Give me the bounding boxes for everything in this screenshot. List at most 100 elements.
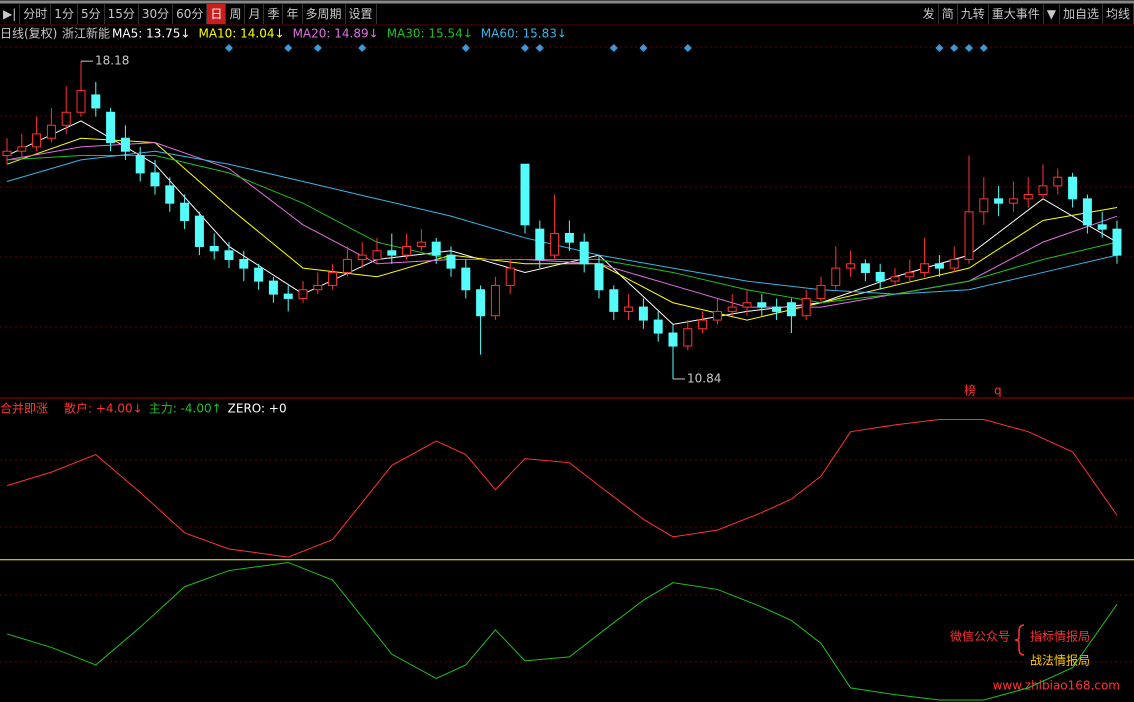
candle-body [1068,176,1078,200]
candle-body [934,263,944,269]
candle-body [106,111,116,144]
candle-body [165,185,175,204]
toolbar-button[interactable]: 分时 [20,4,52,24]
watermark: 战法情报局 [1030,653,1090,668]
ma-legend: MA5: 13.75↓ MA10: 14.04↓ MA20: 14.89↓ MA30:… [112,27,567,41]
candle-body [668,332,678,347]
toolbar-button[interactable]: 季 [264,4,284,24]
candle-body [91,94,101,109]
candle-body [61,111,71,126]
candle-body [535,228,545,260]
candle-body [180,202,190,221]
zero-legend: ZERO: +0 [228,402,287,416]
candle-body [135,155,145,174]
toolbar-button[interactable]: 简 [939,4,958,24]
signal-marker [225,44,233,52]
candle-body [431,241,441,256]
candle-body [32,133,42,148]
toolbar-button[interactable]: 发 [920,4,939,24]
candle-body [994,198,1004,204]
stock-name: 浙江新能 [62,26,110,41]
candle-body [490,284,500,317]
ma-legend-item: MA60: 15.83↓ [481,27,567,41]
grid [0,46,1134,663]
candle-body [712,310,722,321]
candle-body [446,254,456,269]
candle-body [609,289,619,312]
ma-line [6,142,1118,308]
toolbar-button[interactable]: 15分 [105,4,139,24]
ma-legend-item: MA5: 13.75↓ [112,27,190,41]
candle-body [283,293,293,299]
candle-body [150,172,160,187]
toolbar-button[interactable]: ▼ [1044,4,1060,24]
toolbar-button[interactable]: 5分 [78,4,105,24]
candle-body [905,271,915,278]
candle-body [653,319,663,334]
candle-body [342,258,352,273]
candle-body [372,250,382,260]
toolbar-button[interactable]: 月 [245,4,265,24]
candle-body [1053,176,1063,187]
toolbar-button[interactable]: 30分 [139,4,174,24]
watermark-url: www.zhibiao168.com [993,679,1120,693]
signal-marker [313,44,322,52]
candle-body [624,306,634,312]
indicator-legend: 散户: +4.00↓ 主力: -4.00↑ ZERO: +0 [64,401,287,416]
annotation: 18.18 [95,54,129,68]
candle-body [550,232,560,256]
toolbar-button[interactable]: 重大事件 [989,4,1044,24]
toolbar-button[interactable]: 周 [226,4,246,24]
candle-body [357,254,367,260]
candle-body [476,289,486,317]
indicator-legend-item: 主力: -4.00↑ [149,402,222,416]
candle-body [1038,185,1048,196]
candle-body [920,263,930,273]
candle-body [313,284,323,291]
toolbar-right: 发简九转 重大事件 ▼ 加自选 均线 [920,4,1134,24]
candle-body [46,124,56,139]
ma-line [6,150,1118,295]
toolbar-icon[interactable]: ▶| [0,4,21,24]
toolbar-button[interactable]: 九转 [958,4,989,24]
misc-label: 榜 [964,383,976,398]
toolbar-button[interactable]: 加自选 [1060,4,1103,24]
candle-body [964,211,974,260]
candle-body [402,245,412,256]
signal-marker [521,44,529,52]
candle-body [579,241,589,265]
signal-marker [284,44,293,52]
candle-body [831,267,841,286]
toolbar-button[interactable]: 均线 [1103,4,1134,24]
toolbar-button[interactable]: 日 [207,4,227,24]
indicator-line [6,419,1118,558]
candle-body [846,263,856,269]
candle-body [860,263,870,273]
candle-body [816,284,826,299]
candle-body [786,302,796,317]
candle-body [979,198,989,213]
signal-marker [683,44,692,52]
toolbar-button[interactable]: 60分 [173,4,208,24]
candle-body [520,163,530,226]
candle-body [239,258,249,269]
toolbar: ▶| 分时 1分 5分 15分 30分 60分日周月季年多周期 设置 发简九转 重大事件 ▼ 加自选… [0,4,1134,24]
toolbar-button[interactable]: 1分 [51,4,78,24]
toolbar-button[interactable]: 多周期 [303,4,346,24]
candle-body [209,245,219,252]
ma-line [6,155,1118,304]
annotation: 10.84 [687,371,721,385]
signal-marker [639,44,648,52]
candle-body [505,267,515,286]
candle-body [254,267,264,282]
candle-body [801,297,811,317]
signal-marker [609,44,618,52]
candle-body [949,258,959,269]
misc-label: q [994,384,1002,398]
signal-marker [965,44,973,52]
candle-body [461,267,471,291]
candle-body [224,250,234,260]
toolbar-button[interactable]: 年 [283,4,303,24]
toolbar-button[interactable]: 设置 [346,4,377,24]
